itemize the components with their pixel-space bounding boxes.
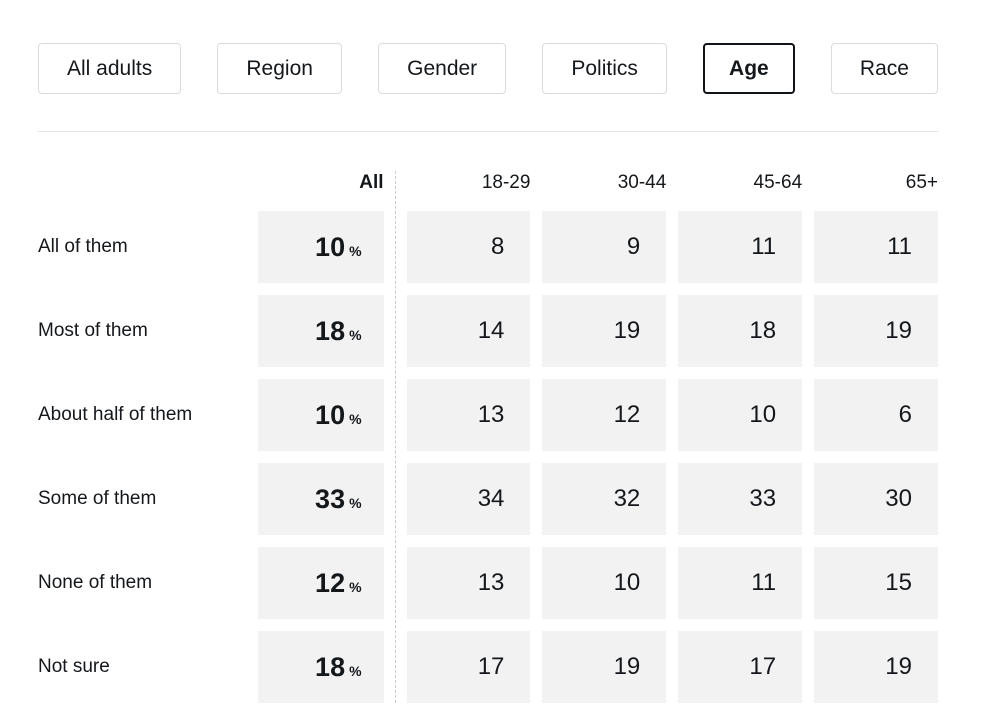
cell-all-value: 12 (315, 567, 346, 598)
table-row: Not sure 18% 17 19 17 19 (38, 631, 938, 703)
cell-18-29: 13 (406, 547, 531, 619)
tab-all-adults[interactable]: All adults (38, 43, 182, 94)
column-header-45-64: 45-64 (753, 172, 803, 193)
row-label: Some of them (38, 488, 157, 509)
cell-45-64: 11 (678, 547, 803, 619)
table-header-row: All 18-29 30-44 45-64 65+ (38, 166, 938, 194)
cell-45-64: 33 (678, 463, 803, 535)
cell-all-value: 33 (315, 483, 346, 514)
cell-30-44: 19 (542, 631, 667, 703)
cell-65plus: 6 (814, 379, 938, 451)
table-row: About half of them 10% 13 12 10 6 (38, 379, 938, 451)
table-row: All of them 10% 8 9 11 11 (38, 211, 938, 283)
cell-30-44: 9 (542, 211, 667, 283)
divider (38, 131, 938, 132)
column-header-18-29: 18-29 (481, 172, 531, 193)
percent-sign: % (349, 410, 362, 427)
row-label: About half of them (38, 404, 193, 425)
cell-all-value: 18 (315, 651, 346, 682)
row-label: Most of them (38, 320, 148, 341)
cell-all: 18% (257, 295, 384, 367)
cell-30-44: 19 (542, 295, 667, 367)
table-row: Most of them 18% 14 19 18 19 (38, 295, 938, 367)
crosstab-table: All 18-29 30-44 45-64 65+ All of them 10… (38, 166, 938, 703)
tab-gender[interactable]: Gender (378, 43, 507, 94)
percent-sign: % (349, 494, 362, 511)
cell-65plus: 19 (814, 631, 938, 703)
cell-all-value: 18 (315, 315, 346, 346)
percent-sign: % (349, 662, 362, 679)
cell-all: 10% (257, 379, 384, 451)
cell-18-29: 14 (406, 295, 531, 367)
row-label: None of them (38, 572, 153, 593)
cell-30-44: 32 (542, 463, 667, 535)
demographic-filter-tabs: All adults Region Gender Politics Age Ra… (38, 43, 938, 94)
percent-sign: % (349, 578, 362, 595)
row-label: All of them (38, 236, 128, 257)
column-header-30-44: 30-44 (617, 172, 667, 193)
cell-30-44: 10 (542, 547, 667, 619)
tab-politics[interactable]: Politics (542, 43, 667, 94)
cell-all: 18% (257, 631, 384, 703)
cell-18-29: 17 (406, 631, 531, 703)
cell-all: 12% (257, 547, 384, 619)
cell-65plus: 19 (814, 295, 938, 367)
cell-all: 10% (257, 211, 384, 283)
cell-18-29: 8 (406, 211, 531, 283)
cell-18-29: 34 (406, 463, 531, 535)
cell-45-64: 10 (678, 379, 803, 451)
column-header-all: All (359, 172, 384, 193)
cell-all-value: 10 (315, 231, 346, 262)
cell-18-29: 13 (406, 379, 531, 451)
column-header-65plus: 65+ (905, 172, 939, 193)
percent-sign: % (349, 242, 362, 259)
cell-30-44: 12 (542, 379, 667, 451)
row-label: Not sure (38, 656, 110, 677)
table-row: None of them 12% 13 10 11 15 (38, 547, 938, 619)
tab-region[interactable]: Region (217, 43, 342, 94)
percent-sign: % (349, 326, 362, 343)
cell-65plus: 15 (814, 547, 938, 619)
table-row: Some of them 33% 34 32 33 30 (38, 463, 938, 535)
cell-all-value: 10 (315, 399, 346, 430)
cell-45-64: 18 (678, 295, 803, 367)
column-separator (395, 171, 396, 703)
cell-45-64: 11 (678, 211, 803, 283)
cell-45-64: 17 (678, 631, 803, 703)
cell-all: 33% (257, 463, 384, 535)
cell-65plus: 30 (814, 463, 938, 535)
tab-race[interactable]: Race (830, 43, 938, 94)
cell-65plus: 11 (814, 211, 938, 283)
table-body: All of them 10% 8 9 11 11 Most of them 1… (38, 211, 938, 703)
survey-results-page: All adults Region Gender Politics Age Ra… (38, 43, 938, 703)
tab-age[interactable]: Age (703, 43, 795, 94)
